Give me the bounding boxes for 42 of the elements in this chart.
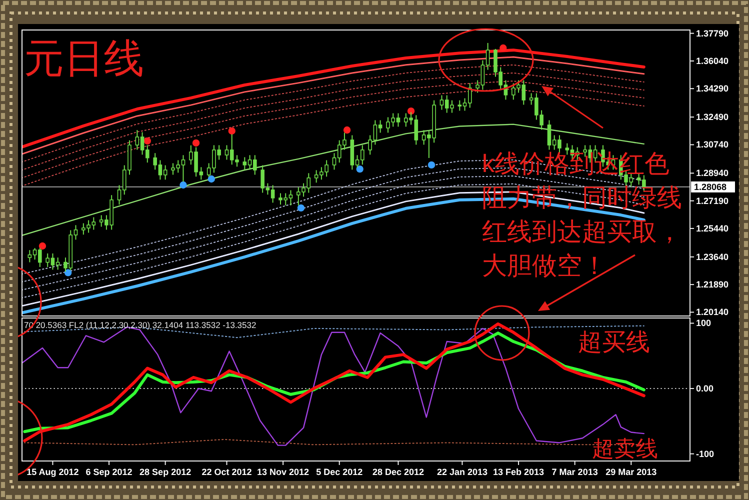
x-tick-label: 22 Oct 2012 [202, 467, 252, 477]
x-tick-label: 6 Sep 2012 [86, 467, 132, 477]
point [343, 126, 351, 134]
y-tick-label: 1.27190 [696, 196, 729, 206]
y-tick-label: 1.20140 [696, 307, 729, 318]
x-tick-label: 22 Jan 2013 [436, 467, 488, 477]
x-tick-label: 5 Dec 2012 [316, 467, 363, 477]
chart-title: 元日线 [24, 36, 144, 81]
y-tick-label: 100 [696, 318, 712, 328]
y-tick-label: 1.34290 [696, 84, 729, 94]
point [180, 181, 187, 189]
point [407, 107, 415, 115]
ref-line-label: 1.28068 [694, 182, 727, 192]
y-tick-label: 1.30740 [696, 140, 729, 150]
x-tick-label: 29 Mar 2013 [606, 467, 657, 477]
point [297, 204, 305, 212]
x-tick-label: 15 Aug 2012 [26, 467, 79, 477]
y-tick-label: 1.25440 [696, 223, 729, 234]
y-tick-label: 1.36040 [696, 56, 729, 66]
y-tick-label: 1.21890 [696, 280, 729, 290]
point [356, 165, 364, 173]
y-tick-label: 1.23640 [696, 252, 729, 262]
x-tick-label: 13 Nov 2012 [257, 467, 310, 477]
annotation: 超卖线 [592, 436, 658, 461]
annotation: 超买线 [578, 329, 650, 356]
point [428, 161, 436, 169]
y-tick-label: 1.37790 [696, 28, 729, 38]
y-tick-label: -100 [696, 448, 714, 459]
x-tick-label: 28 Dec 2012 [372, 467, 424, 477]
y-tick-label: 1.32490 [696, 112, 729, 122]
x-tick-label: 7 Mar 2013 [552, 467, 598, 477]
point [144, 137, 152, 145]
point [208, 175, 215, 183]
y-tick-label: 1.28940 [696, 168, 729, 178]
point [228, 127, 236, 135]
x-tick-label: 28 Sep 2012 [140, 467, 192, 477]
point [192, 139, 200, 147]
point [64, 269, 72, 276]
point [500, 44, 507, 52]
y-tick-label: 0.00 [696, 384, 714, 394]
x-tick-label: 13 Feb 2013 [493, 467, 544, 477]
point [38, 242, 46, 250]
